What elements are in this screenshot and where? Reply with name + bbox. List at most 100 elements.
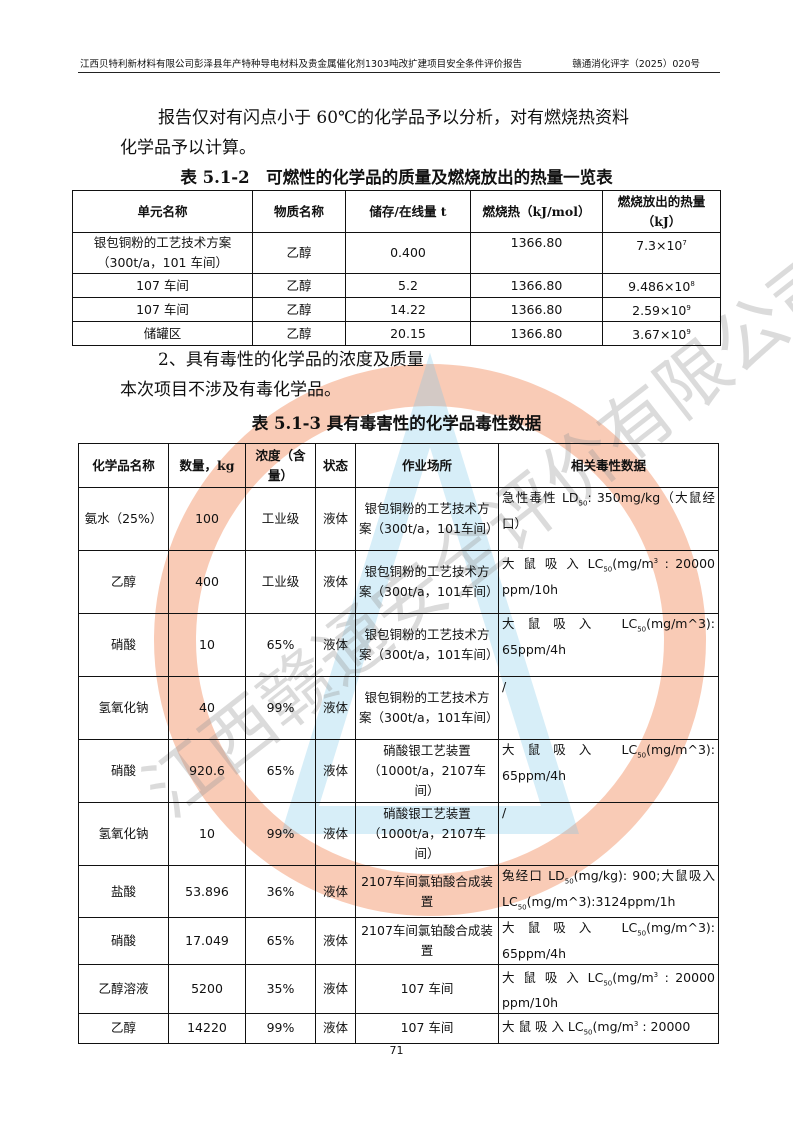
toxicity-text: 大 鼠 吸 入 LC (502, 1019, 584, 1035)
conc-cell: 65% (245, 917, 316, 965)
heat-value: 9.486×10 (628, 279, 691, 295)
substance-cell: 乙醇 (252, 297, 346, 323)
toxicity-cell: 大 鼠 吸 入 LC50(mg/m3 : 20000 ppm/10h (498, 550, 719, 614)
heat-value: 2.59×10 (632, 303, 687, 319)
place-cell: 107 车间 (355, 963, 499, 1015)
conc-cell: 99% (245, 676, 316, 740)
toxicity-text: / (502, 679, 507, 694)
column-header: 储存/在线量 t (345, 190, 471, 233)
toxicity-text: 大鼠吸入 LC (502, 920, 638, 935)
toxicity-text: : 20000 ppm/10h (502, 969, 715, 1011)
column-header: 浓度（含量） (245, 443, 316, 488)
heat-value: 3.67×10 (632, 327, 687, 343)
toxicity-text: 3 (633, 1020, 639, 1029)
state-cell: 液体 (315, 487, 356, 551)
toxicity-cell: / (498, 802, 719, 866)
table-row: 硝酸 10 65% 液体 银包铜粉的工艺技术方案（300t/a，101车间） 大鼠吸入 L… (78, 613, 719, 677)
report-number: 赣通消化评字（2025）020号 (572, 59, 700, 70)
toxicity-text: 大鼠吸入 LC (502, 742, 638, 757)
state-cell: 液体 (315, 1013, 356, 1044)
name-cell: 盐酸 (78, 865, 169, 918)
table-row: 硝酸 920.6 65% 液体 硝酸银工艺装置（1000t/a，2107车间） 大鼠吸入 … (78, 739, 719, 803)
section2-title: 2、具有毒性的化学品的浓度及质量 (158, 350, 424, 370)
toxicity-cell: 大鼠吸入 LC50(mg/m^3): 65ppm/4h (498, 917, 719, 965)
name-cell: 氨水（25%） (78, 487, 169, 551)
toxicity-cell: 大鼠吸入 LC50(mg/m^3): 65ppm/4h (498, 613, 719, 677)
header-divider (78, 72, 720, 73)
conc-cell: 工业级 (245, 550, 316, 614)
conc-cell: 65% (245, 613, 316, 677)
intro-line-2: 化学品予以计算。 (120, 138, 256, 158)
qty-cell: 920.6 (168, 739, 246, 803)
substance-cell: 乙醇 (252, 272, 346, 299)
state-cell: 液体 (315, 963, 356, 1015)
table-row: 107 车间 乙醇 14.22 1366.80 2.59×109 (72, 297, 721, 323)
name-cell: 硝酸 (78, 917, 169, 965)
qty-cell: 400 (168, 550, 246, 614)
name-cell: 氢氧化钠 (78, 676, 169, 740)
state-cell: 液体 (315, 739, 356, 803)
place-cell: 银包铜粉的工艺技术方案（300t/a，101车间） (355, 550, 499, 614)
unit-cell: 银包铜粉的工艺技术方案（300t/a，101 车间） (72, 232, 253, 274)
column-header: 燃烧热（kJ/mol） (470, 190, 603, 233)
toxicity-text: (mg/m^3): 65ppm/4h (502, 616, 715, 657)
heat-cell: 1366.80 (470, 232, 603, 274)
table-row: 氢氧化钠 40 99% 液体 银包铜粉的工艺技术方案（300t/a，101车间） / (78, 676, 719, 740)
name-cell: 硝酸 (78, 739, 169, 803)
toxicity-text: 3 (653, 970, 659, 979)
qty-cell: 53.896 (168, 865, 246, 918)
table-row: 乙醇 400 工业级 液体 银包铜粉的工艺技术方案（300t/a，101车间）大 鼠 吸… (78, 550, 719, 614)
toxicity-text: (mg/m^3):3124ppm/1h (526, 893, 676, 909)
unit-cell: 储罐区 (72, 321, 253, 347)
state-cell: 液体 (315, 917, 356, 965)
place-cell: 银包铜粉的工艺技术方案（300t/a，101车间） (355, 487, 499, 551)
name-cell: 氢氧化钠 (78, 802, 169, 866)
conc-cell: 99% (245, 1013, 316, 1044)
heat-exponent: 9 (686, 304, 691, 313)
place-cell: 硝酸银工艺装置（1000t/a，2107车间） (355, 802, 499, 866)
conc-cell: 工业级 (245, 487, 316, 551)
section2-text: 本次项目不涉及有毒化学品。 (120, 380, 341, 400)
toxicity-text: (mg/m^3): 65ppm/4h (502, 920, 715, 961)
toxicity-text: (mg/m (592, 1019, 634, 1035)
intro-line-1: 报告仅对有闪点小于 60℃的化学品予以分析，对有燃烧热资料 (158, 108, 630, 128)
toxicity-text: 50 (637, 625, 647, 634)
toxicity-text: (mg/m (612, 969, 654, 985)
heat-exponent: 7 (682, 239, 687, 247)
report-title: 江西贝特利新材料有限公司彭泽县年产特种导电材料及贵金属催化剂1303吨改扩建项目… (80, 59, 523, 70)
heat-cell: 1366.80 (470, 321, 603, 347)
conc-cell: 35% (245, 963, 316, 1015)
heat-exponent: 8 (690, 280, 695, 288)
toxicity-text: 50 (603, 565, 613, 574)
toxicity-text: 大鼠吸入 LC (502, 616, 638, 631)
toxicity-text: 3 (653, 557, 659, 565)
column-header: 作业场所 (355, 443, 499, 488)
page-header: 江西贝特利新材料有限公司彭泽县年产特种导电材料及贵金属催化剂1303吨改扩建项目… (80, 56, 700, 70)
column-header: 相关毒性数据 (498, 443, 719, 488)
toxicity-text: : 350mg/kg（大鼠经口） (502, 490, 715, 531)
toxicity-text: : 20000 ppm/10h (502, 556, 715, 597)
place-cell: 107 车间 (355, 1013, 499, 1044)
toxicity-cell: 急性毒性 LD50: 350mg/kg（大鼠经口） (498, 487, 719, 551)
heat-exponent: 9 (686, 328, 691, 337)
toxicity-cell: 大 鼠 吸 入 LC50(mg/m3 : 20000 ppm/10h (498, 963, 719, 1015)
heat-released-cell: 3.67×109 (602, 321, 721, 347)
unit-cell: 107 车间 (72, 272, 253, 299)
toxicity-table: 化学品名称 数量，kg 浓度（含量） 状态 作业场所 相关毒性数据 氨水（25%） 100 工… (78, 443, 719, 1044)
qty-cell: 10 (168, 613, 246, 677)
toxicity-text: / (502, 805, 507, 820)
table-row: 107 车间 乙醇 5.2 1366.80 9.486×108 (72, 272, 721, 299)
table-row: 硝酸 17.049 65% 液体 2107车间氯铂酸合成装置 大鼠吸入 LC50(mg/m… (78, 917, 719, 965)
toxicity-text: 急性毒性 LD (502, 490, 579, 505)
toxicity-text: 50 (637, 929, 647, 938)
column-header: 单元名称 (72, 190, 253, 233)
column-header: 状态 (315, 443, 356, 488)
table-row: 乙醇溶液 5200 35% 液体 107 车间大 鼠 吸 入 LC50(mg/m3 : … (78, 963, 719, 1015)
table-row: 乙醇 14220 99% 液体 107 车间大 鼠 吸 入 LC50(mg/m3 : 2… (78, 1013, 719, 1044)
column-header: 化学品名称 (78, 443, 169, 488)
qty-cell: 100 (168, 487, 246, 551)
conc-cell: 36% (245, 865, 316, 918)
conc-cell: 99% (245, 802, 316, 866)
heat-value: 7.3×10 (636, 238, 683, 254)
toxicity-text: 50 (603, 979, 613, 988)
